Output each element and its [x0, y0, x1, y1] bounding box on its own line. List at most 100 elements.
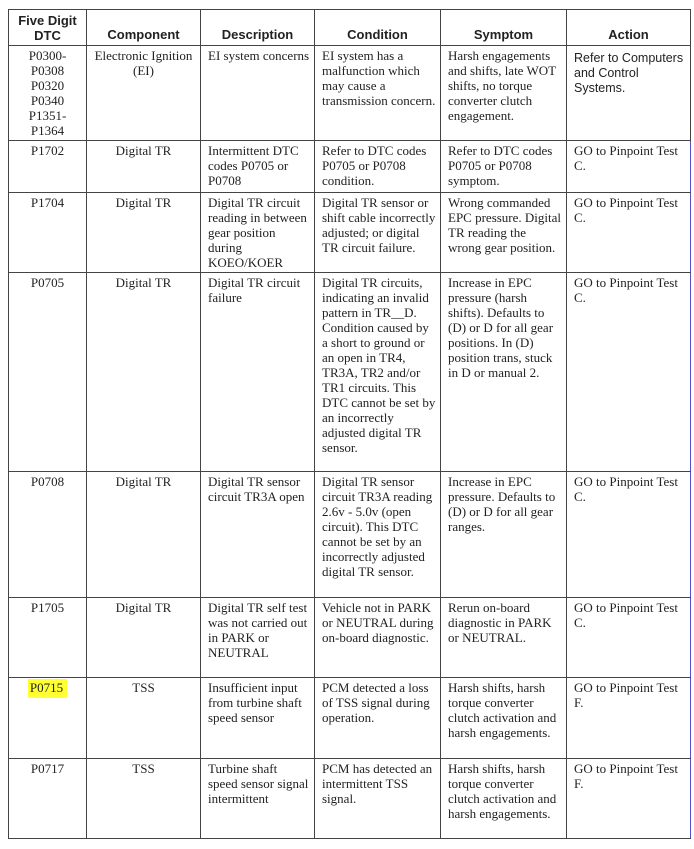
description-cell: Insufficient input from turbine shaft sp… [200, 677, 315, 759]
description-cell: Digital TR sensor circuit TR3A open [200, 471, 315, 598]
condition-cell-text: Refer to DTC codes P0705 or P0708 condit… [322, 143, 427, 188]
symptom-cell: Increase in EPC pressure (harsh shifts).… [440, 272, 567, 472]
action-cell: GO to Pinpoint Test F. [566, 758, 691, 839]
action-cell: Refer to Computers and Control Systems. [566, 45, 691, 141]
table-row: P0717 TSS Turbine shaft speed sensor signa… [8, 758, 691, 839]
symptom-cell: Harsh shifts, harsh torque converter clu… [440, 677, 567, 759]
condition-cell: Digital TR sensor circuit TR3A reading 2… [314, 471, 441, 598]
condition-cell: Vehicle not in PARK or NEUTRAL during on… [314, 597, 441, 678]
component-cell: Digital TR [86, 140, 201, 193]
description-cell-text: EI system concerns [208, 48, 310, 63]
symptom-cell: Refer to DTC codes P0705 or P0708 sympto… [440, 140, 567, 193]
condition-cell-text: PCM has detected an intermittent TSS sig… [322, 761, 433, 806]
dtc-cell: P0715 [8, 677, 87, 759]
symptom-cell-text: Increase in EPC pressure. Defaults to (D… [448, 474, 556, 534]
condition-cell: PCM has detected an intermittent TSS sig… [314, 758, 441, 839]
component-cell: Digital TR [86, 471, 201, 598]
description-cell-text: Insufficient input from turbine shaft sp… [208, 680, 302, 725]
component-cell: TSS [86, 677, 201, 759]
symptom-cell-text: Harsh engagements and shifts, late WOT s… [448, 48, 556, 123]
condition-cell: EI system has a malfunction which may ca… [314, 45, 441, 141]
description-cell-text: Digital TR self test was not carried out… [208, 600, 308, 660]
component-cell-text: Digital TR [115, 474, 172, 489]
header-dtc: Five Digit DTC [8, 9, 87, 46]
description-cell: Digital TR circuit failure [200, 272, 315, 472]
symptom-cell-text: Harsh shifts, harsh torque converter clu… [448, 680, 557, 740]
table-row: P1702 Digital TR Intermittent DTC codes P0… [8, 140, 691, 193]
action-cell: GO to Pinpoint Test C. [566, 597, 691, 678]
symptom-cell-text: Wrong commanded EPC pressure. Digital TR… [448, 195, 562, 255]
dtc-cell: P1702 [8, 140, 87, 193]
description-cell: Intermittent DTC codes P0705 or P0708 [200, 140, 315, 193]
description-cell: Turbine shaft speed sensor signal interm… [200, 758, 315, 839]
dtc-cell: P1705 [8, 597, 87, 678]
dtc-cell-text: P0705 [30, 275, 65, 290]
component-cell-text: Digital TR [115, 275, 172, 290]
dtc-cell: P0717 [8, 758, 87, 839]
description-cell-text: Turbine shaft speed sensor signal interm… [208, 761, 309, 806]
action-cell-text: Refer to Computers and Control Systems. [574, 51, 684, 95]
description-cell: EI system concerns [200, 45, 315, 141]
component-cell-text: TSS [132, 761, 155, 776]
dtc-cell-text: P1705 [30, 600, 65, 615]
dtc-cell-text: P0300- P0308 P0320 P0340 P1351- P1364 [28, 48, 67, 138]
action-cell-text: GO to Pinpoint Test C. [574, 143, 678, 173]
component-cell: TSS [86, 758, 201, 839]
table-row: P0708 Digital TR Digital TR sensor circuit… [8, 471, 691, 598]
action-cell: GO to Pinpoint Test C. [566, 140, 691, 193]
header-component: Component [86, 9, 201, 46]
symptom-cell-text: Harsh shifts, harsh torque converter clu… [448, 761, 557, 821]
table-row: P0715 TSS Insufficient input from turbine … [8, 677, 691, 759]
component-cell-text: Digital TR [115, 600, 172, 615]
condition-cell-text: Digital TR circuits, indicating an inval… [322, 275, 436, 455]
header-symptom: Symptom [440, 9, 567, 46]
symptom-cell: Harsh shifts, harsh torque converter clu… [440, 758, 567, 839]
dtc-cell: P0708 [8, 471, 87, 598]
condition-cell: PCM detected a loss of TSS signal during… [314, 677, 441, 759]
condition-cell: Digital TR circuits, indicating an inval… [314, 272, 441, 472]
header-action: Action [566, 9, 691, 46]
condition-cell-text: Digital TR sensor circuit TR3A reading 2… [322, 474, 433, 579]
dtc-cell: P0300- P0308 P0320 P0340 P1351- P1364 [8, 45, 87, 141]
action-cell: GO to Pinpoint Test C. [566, 471, 691, 598]
symptom-cell-text: Refer to DTC codes P0705 or P0708 sympto… [448, 143, 553, 188]
component-cell: Digital TR [86, 192, 201, 273]
header-condition: Condition [314, 9, 441, 46]
header-row: Five Digit DTC Component Description Con… [8, 9, 691, 46]
condition-cell-text: PCM detected a loss of TSS signal during… [322, 680, 430, 725]
table-row: P1705 Digital TR Digital TR self test was … [8, 597, 691, 678]
dtc-cell: P0705 [8, 272, 87, 472]
condition-cell-text: Vehicle not in PARK or NEUTRAL during on… [322, 600, 434, 645]
component-cell-text: TSS [132, 680, 155, 695]
symptom-cell-text: Increase in EPC pressure (harsh shifts).… [448, 275, 554, 380]
condition-cell-text: EI system has a malfunction which may ca… [322, 48, 436, 108]
component-cell: Digital TR [86, 597, 201, 678]
action-cell-text: GO to Pinpoint Test C. [574, 474, 678, 504]
condition-cell: Digital TR sensor or shift cable incorre… [314, 192, 441, 273]
component-cell: Electronic Ignition (EI) [86, 45, 201, 141]
dtc-cell-text: P1704 [30, 195, 65, 210]
header-description: Description [200, 9, 315, 46]
action-cell: GO to Pinpoint Test C. [566, 272, 691, 472]
component-cell: Digital TR [86, 272, 201, 472]
action-cell-text: GO to Pinpoint Test F. [574, 761, 678, 791]
description-cell-text: Digital TR circuit failure [208, 275, 301, 305]
dtc-cell: P1704 [8, 192, 87, 273]
table-row: P0705 Digital TR Digital TR circuit failur… [8, 272, 691, 472]
symptom-cell-text: Rerun on-board diagnostic in PARK or NEU… [448, 600, 552, 645]
action-cell-text: GO to Pinpoint Test C. [574, 600, 678, 630]
dtc-cell-text: P1702 [30, 143, 65, 158]
component-cell-text: Electronic Ignition (EI) [94, 48, 193, 78]
dtc-cell-text: P0708 [30, 474, 65, 489]
description-cell: Digital TR circuit reading in between ge… [200, 192, 315, 273]
description-cell-text: Intermittent DTC codes P0705 or P0708 [208, 143, 299, 188]
symptom-cell: Increase in EPC pressure. Defaults to (D… [440, 471, 567, 598]
action-cell-text: GO to Pinpoint Test F. [574, 680, 678, 710]
dtc-table: Five Digit DTC Component Description Con… [8, 9, 691, 839]
description-cell: Digital TR self test was not carried out… [200, 597, 315, 678]
table-row: P1704 Digital TR Digital TR circuit readin… [8, 192, 691, 273]
table-row: P0300- P0308 P0320 P0340 P1351- P1364 Ele… [8, 45, 691, 141]
description-cell-text: Digital TR sensor circuit TR3A open [208, 474, 305, 504]
dtc-cell-text: P0717 [30, 761, 65, 776]
action-cell-text: GO to Pinpoint Test C. [574, 275, 678, 305]
